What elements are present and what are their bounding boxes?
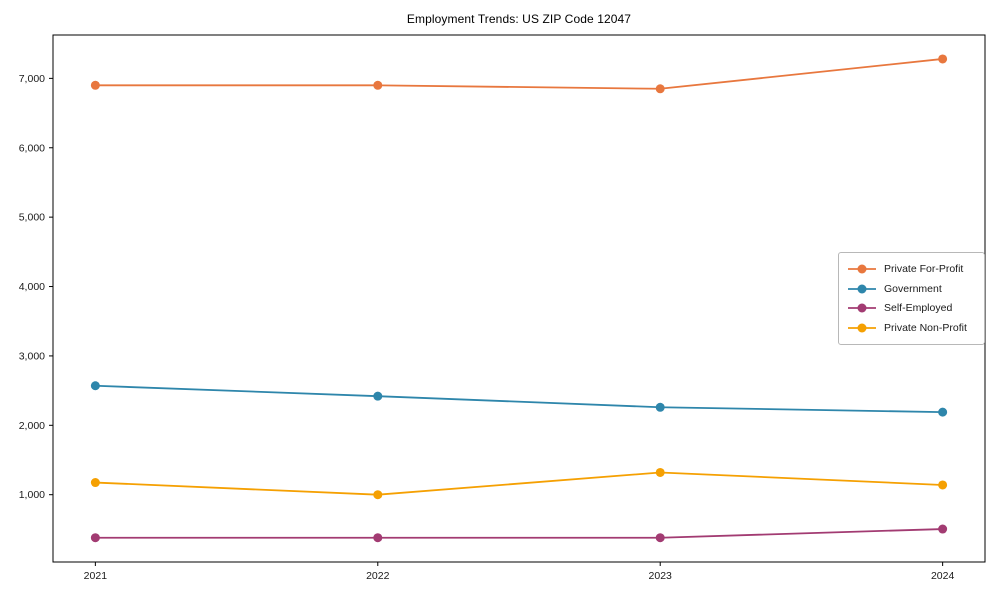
- series-marker-private-non-profit: [373, 490, 383, 500]
- series-marker-private-non-profit: [90, 478, 100, 488]
- series-marker-government: [655, 402, 665, 412]
- legend-swatch-self-employed: [848, 303, 876, 313]
- legend-item-government: Government: [847, 279, 976, 299]
- series-marker-government: [90, 381, 100, 391]
- legend-item-private-for-profit: Private For-Profit: [847, 259, 976, 279]
- series-marker-self-employed: [373, 533, 383, 543]
- chart-title: Employment Trends: US ZIP Code 12047: [406, 12, 632, 26]
- y-axis-tick-label: 1,000: [19, 489, 45, 501]
- y-axis-tick-label: 3,000: [19, 350, 45, 362]
- x-axis-tick-label: 2021: [84, 570, 108, 582]
- series-line-private-for-profit: [95, 58, 943, 90]
- y-axis-tick-label: 4,000: [19, 281, 45, 293]
- series-marker-private-for-profit: [655, 84, 665, 94]
- legend-label: Private Non-Profit: [884, 322, 967, 335]
- series-marker-government: [373, 391, 383, 401]
- y-axis-tick-label: 2,000: [19, 420, 45, 432]
- series-marker-self-employed: [90, 533, 100, 543]
- series-marker-self-employed: [938, 524, 948, 534]
- legend-swatch-government: [848, 284, 876, 294]
- legend-item-self-employed: Self-Employed: [847, 299, 976, 319]
- legend-item-private-non-profit: Private Non-Profit: [847, 318, 976, 338]
- series-marker-private-non-profit: [938, 480, 948, 490]
- legend-label: Government: [884, 282, 942, 295]
- series-marker-government: [938, 407, 948, 417]
- series-line-private-non-profit: [95, 471, 943, 496]
- x-axis-tick-label: 2023: [649, 570, 673, 582]
- y-axis-tick-label: 5,000: [19, 212, 45, 224]
- series-marker-private-non-profit: [655, 467, 665, 477]
- plot-frame: [52, 34, 986, 563]
- series-marker-private-for-profit: [373, 80, 383, 90]
- x-axis-tick-label: 2022: [366, 570, 390, 582]
- series-marker-private-for-profit: [90, 80, 100, 90]
- series-marker-private-for-profit: [938, 54, 948, 64]
- legend: Private For-Profit Government Self-Employe…: [838, 252, 985, 345]
- series-marker-self-employed: [655, 533, 665, 543]
- y-axis-tick-label: 7,000: [19, 73, 45, 85]
- legend-swatch-private-non-profit: [848, 323, 876, 333]
- series-line-government: [95, 384, 943, 414]
- legend-label: Self-Employed: [884, 302, 953, 315]
- series-line-self-employed: [95, 528, 943, 539]
- y-axis-tick-label: 6,000: [19, 142, 45, 154]
- legend-swatch-private-for-profit: [848, 264, 876, 274]
- x-axis-tick-label: 2024: [931, 570, 955, 582]
- legend-label: Private For-Profit: [884, 262, 964, 275]
